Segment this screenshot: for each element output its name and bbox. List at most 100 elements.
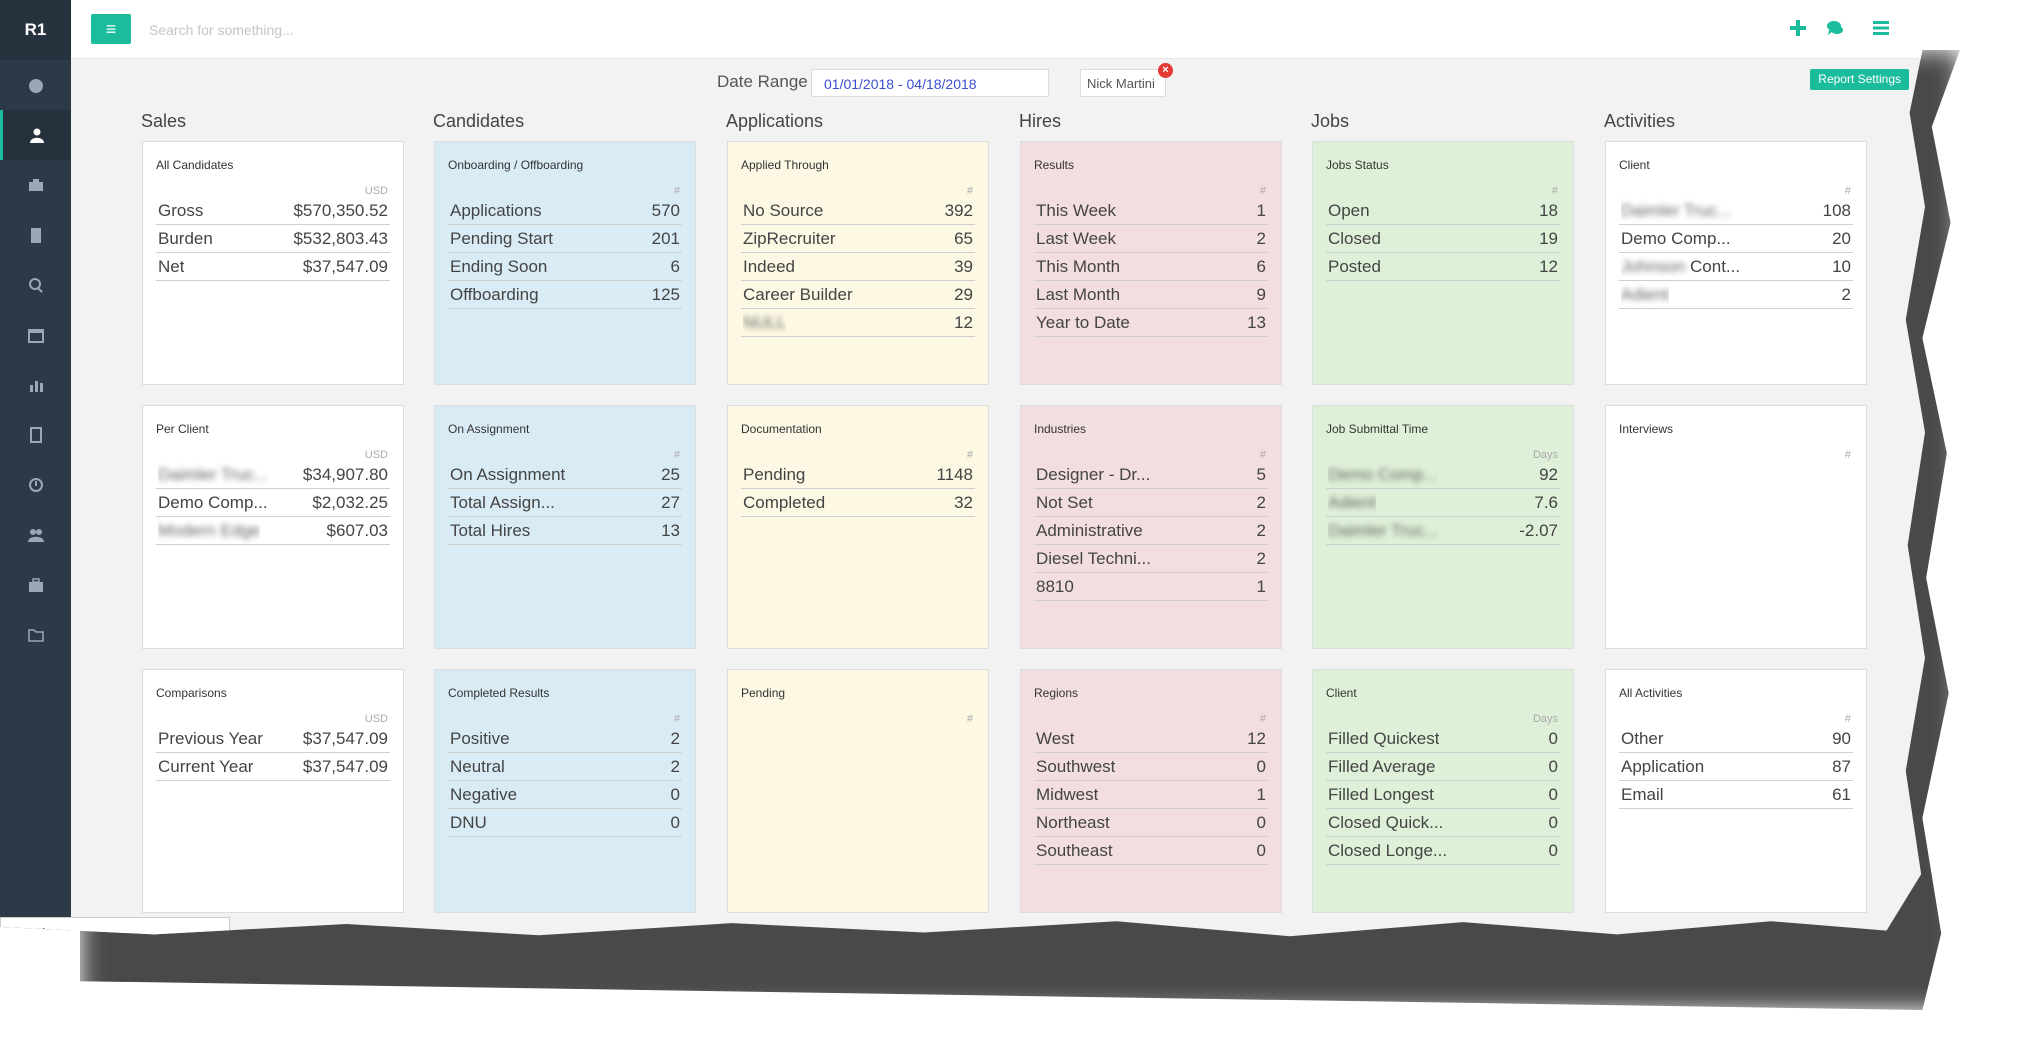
table-row[interactable]: Previous Year $37,547.09 [156, 725, 390, 753]
table-row[interactable]: Northeast 0 [1034, 809, 1268, 837]
table-row[interactable]: Last Week 2 [1034, 225, 1268, 253]
card-client[interactable]: Client # Daimler Truc... 108 Demo Comp... 20 J… [1605, 141, 1867, 385]
table-row[interactable]: Filled Average 0 [1326, 753, 1560, 781]
sidebar-item-dashboard[interactable] [0, 60, 71, 110]
table-row[interactable]: This Week 1 [1034, 197, 1268, 225]
table-row[interactable]: Completed 32 [741, 489, 975, 517]
date-range-input[interactable]: 01/01/2018 - 04/18/2018 [811, 69, 1049, 97]
table-row[interactable]: Pending 1148 [741, 461, 975, 489]
card-interviews[interactable]: Interviews # [1605, 405, 1867, 649]
table-row[interactable]: Career Builder 29 [741, 281, 975, 309]
table-row[interactable]: Johnson Cont... 10 [1619, 253, 1853, 281]
table-row[interactable]: Open 18 [1326, 197, 1560, 225]
table-row[interactable]: Ending Soon 6 [448, 253, 682, 281]
sidebar-item-clock[interactable] [0, 460, 71, 510]
table-row[interactable]: Pending Start 201 [448, 225, 682, 253]
search-input[interactable] [147, 16, 651, 44]
sidebar-item-folder[interactable] [0, 610, 71, 660]
card-completed-results[interactable]: Completed Results # Positive 2 Neutral 2 Negat… [434, 669, 696, 913]
app-logo[interactable]: R1 [0, 0, 71, 60]
table-row[interactable]: Closed 19 [1326, 225, 1560, 253]
table-row[interactable]: Applications 570 [448, 197, 682, 225]
table-row[interactable]: Demo Comp... 92 [1326, 461, 1560, 489]
table-row[interactable]: Administrative 2 [1034, 517, 1268, 545]
card-job-submittal-time[interactable]: Job Submittal Time Days Demo Comp... 92 Adie… [1312, 405, 1574, 649]
table-row[interactable]: This Month 6 [1034, 253, 1268, 281]
card-results[interactable]: Results # This Week 1 Last Week 2 This Month 6 L… [1020, 141, 1282, 385]
sidebar-item-search[interactable] [0, 260, 71, 310]
table-row[interactable]: West 12 [1034, 725, 1268, 753]
table-row[interactable]: Daimler Truc... 108 [1619, 197, 1853, 225]
sidebar-item-suitcase[interactable] [0, 560, 71, 610]
sidebar-item-document[interactable] [0, 410, 71, 460]
card-applied-through[interactable]: Applied Through # No Source 392 ZipRecruiter… [727, 141, 989, 385]
card-per-client[interactable]: Per Client USD Daimler Truc... $34,907.80 De… [142, 405, 404, 649]
table-row[interactable]: Offboarding 125 [448, 281, 682, 309]
table-row[interactable]: Last Month 9 [1034, 281, 1268, 309]
table-row[interactable]: NULL 12 [741, 309, 975, 337]
report-settings-button[interactable]: Report Settings [1810, 69, 1909, 90]
card-regions[interactable]: Regions # West 12 Southwest 0 Midwest 1 Northeas… [1020, 669, 1282, 913]
table-row[interactable]: Demo Comp... 20 [1619, 225, 1853, 253]
table-row[interactable]: Neutral 2 [448, 753, 682, 781]
table-row[interactable]: 8810 1 [1034, 573, 1268, 601]
table-row[interactable]: No Source 392 [741, 197, 975, 225]
table-row[interactable]: Gross $570,350.52 [156, 197, 390, 225]
table-row[interactable]: Southeast 0 [1034, 837, 1268, 865]
chat-button[interactable] [1822, 15, 1848, 41]
sidebar-item-calendar[interactable] [0, 310, 71, 360]
user-filter-chip[interactable]: Nick Martini [1080, 69, 1166, 97]
table-row[interactable]: Adient 2 [1619, 281, 1853, 309]
table-row[interactable]: Total Assign... 27 [448, 489, 682, 517]
card-all-candidates[interactable]: All Candidates USD Gross $570,350.52 Burden $… [142, 141, 404, 385]
table-row[interactable]: Application 87 [1619, 753, 1853, 781]
card-all-activities[interactable]: All Activities # Other 90 Application 87 Email… [1605, 669, 1867, 913]
table-row[interactable]: Email 61 [1619, 781, 1853, 809]
card-industries[interactable]: Industries # Designer - Dr... 5 Not Set 2 Admi… [1020, 405, 1282, 649]
card-client[interactable]: Client Days Filled Quickest 0 Filled Average… [1312, 669, 1574, 913]
table-row[interactable]: On Assignment 25 [448, 461, 682, 489]
table-row[interactable]: Designer - Dr... 5 [1034, 461, 1268, 489]
table-row[interactable]: Modern Edge $607.03 [156, 517, 390, 545]
table-row[interactable]: Negative 0 [448, 781, 682, 809]
list-button[interactable] [1868, 15, 1894, 41]
sidebar-item-users[interactable] [0, 510, 71, 560]
table-row[interactable]: Filled Quickest 0 [1326, 725, 1560, 753]
table-row[interactable]: Demo Comp... $2,032.25 [156, 489, 390, 517]
card-documentation[interactable]: Documentation # Pending 1148 Completed 32 [727, 405, 989, 649]
table-row[interactable]: Total Hires 13 [448, 517, 682, 545]
table-row[interactable]: Other 90 [1619, 725, 1853, 753]
table-row[interactable]: Closed Quick... 0 [1326, 809, 1560, 837]
table-row[interactable]: Net $37,547.09 [156, 253, 390, 281]
table-row[interactable]: Year to Date 13 [1034, 309, 1268, 337]
table-row[interactable]: ZipRecruiter 65 [741, 225, 975, 253]
table-row[interactable]: Current Year $37,547.09 [156, 753, 390, 781]
sidebar-item-bar-chart[interactable] [0, 360, 71, 410]
card-on-assignment[interactable]: On Assignment # On Assignment 25 Total Assig… [434, 405, 696, 649]
menu-toggle-button[interactable]: ≡ [91, 14, 131, 44]
table-row[interactable]: Diesel Techni... 2 [1034, 545, 1268, 573]
table-row[interactable]: Closed Longe... 0 [1326, 837, 1560, 865]
table-row[interactable]: Indeed 39 [741, 253, 975, 281]
table-row[interactable]: Southwest 0 [1034, 753, 1268, 781]
card-pending[interactable]: Pending # [727, 669, 989, 913]
table-row[interactable]: Daimler Truc... -2.07 [1326, 517, 1560, 545]
table-row[interactable]: Not Set 2 [1034, 489, 1268, 517]
remove-filter-icon[interactable]: × [1158, 63, 1173, 78]
table-row[interactable]: Posted 12 [1326, 253, 1560, 281]
table-row[interactable]: Adient 7.6 [1326, 489, 1560, 517]
table-row[interactable]: Midwest 1 [1034, 781, 1268, 809]
table-row[interactable]: Positive 2 [448, 725, 682, 753]
sidebar-item-briefcase[interactable] [0, 160, 71, 210]
card-comparisons[interactable]: Comparisons USD Previous Year $37,547.09 Cur… [142, 669, 404, 913]
card-jobs-status[interactable]: Jobs Status # Open 18 Closed 19 Posted 12 [1312, 141, 1574, 385]
table-row[interactable]: Burden $532,803.43 [156, 225, 390, 253]
card-onboarding-offboarding[interactable]: Onboarding / Offboarding # Applications 570… [434, 141, 696, 385]
sidebar-item-building[interactable] [0, 210, 71, 260]
table-row[interactable]: Filled Longest 0 [1326, 781, 1560, 809]
row-label: Pending [743, 465, 806, 484]
add-button[interactable] [1785, 15, 1811, 41]
table-row[interactable]: DNU 0 [448, 809, 682, 837]
sidebar-item-user[interactable] [0, 110, 71, 160]
table-row[interactable]: Daimler Truc... $34,907.80 [156, 461, 390, 489]
